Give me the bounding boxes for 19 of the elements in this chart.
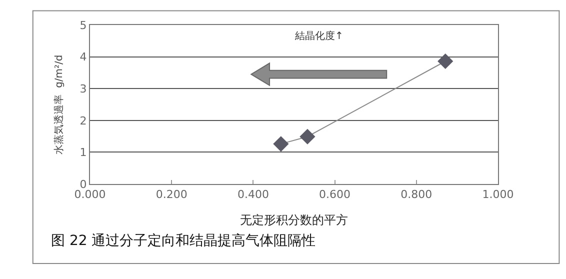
x-tick-label: 0.200: [156, 188, 188, 202]
point: [300, 128, 316, 144]
x-axis-title: 无定形积分数的平方: [240, 213, 348, 228]
point: [438, 53, 454, 70]
x-tick-label: 1.000: [482, 188, 514, 202]
caption: 图 22 通过分子定向和结晶提高气体阻隔性: [51, 233, 316, 249]
x-tick-label: 0.000: [74, 188, 106, 202]
y-tick-label: 2: [80, 114, 87, 128]
y-tick-label: 4: [80, 50, 87, 64]
x-tick-label: 0.800: [400, 188, 432, 202]
point: [273, 136, 289, 152]
y-tick-label: 0: [80, 178, 87, 191]
x-tick-label: 0.400: [237, 188, 269, 202]
y-axis-title: 水蒸気透過率 g/m²/d: [52, 54, 65, 154]
y-tick-label: 5: [80, 18, 87, 32]
y-tick-label: 3: [80, 82, 87, 96]
y-tick-label: 1: [80, 146, 87, 160]
x-tick-label: 0.600: [319, 188, 351, 202]
annotation: 結晶化度↑: [294, 30, 344, 42]
